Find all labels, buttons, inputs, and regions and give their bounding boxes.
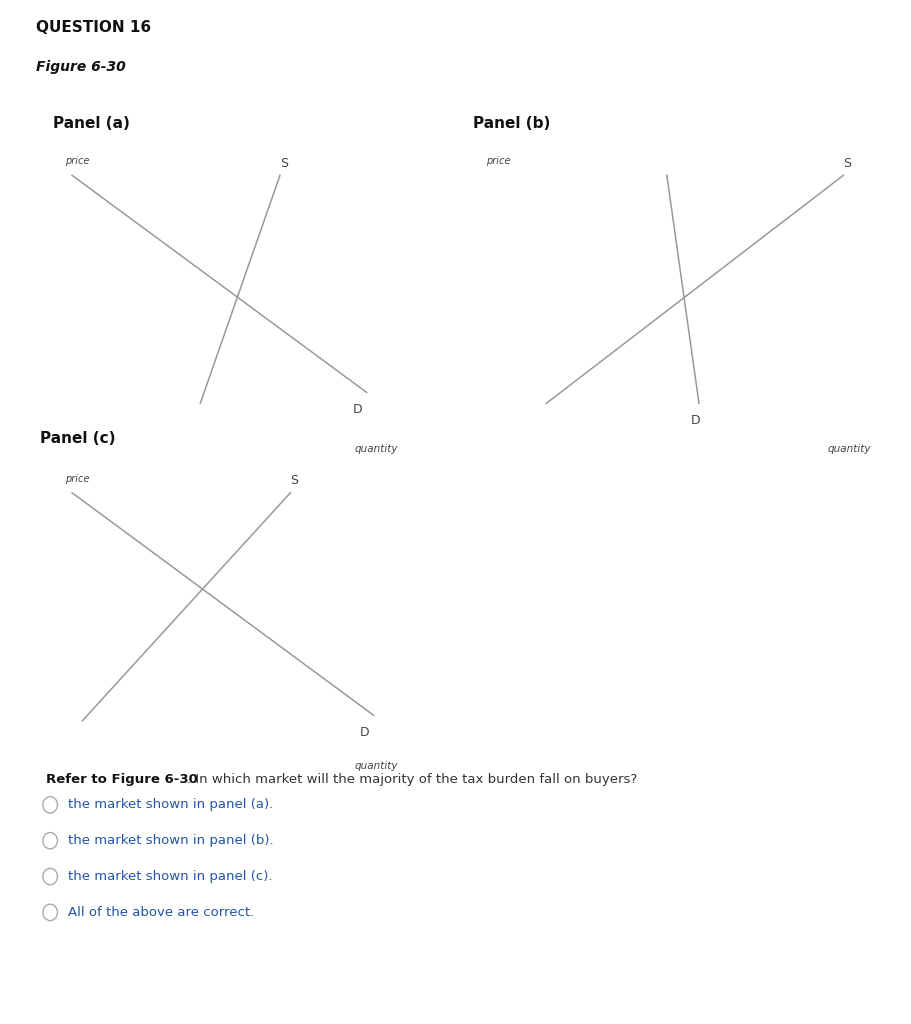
Text: Figure 6-30: Figure 6-30 <box>36 59 126 74</box>
Text: D: D <box>353 403 362 416</box>
Text: price: price <box>65 474 89 483</box>
Text: Panel (c): Panel (c) <box>40 431 115 445</box>
Text: S: S <box>290 474 298 487</box>
Text: . In which market will the majority of the tax burden fall on buyers?: . In which market will the majority of t… <box>187 773 637 786</box>
Text: QUESTION 16: QUESTION 16 <box>36 20 151 35</box>
Text: quantity: quantity <box>354 762 397 771</box>
Text: Panel (b): Panel (b) <box>473 116 550 131</box>
Text: price: price <box>486 157 510 166</box>
Text: D: D <box>359 726 369 739</box>
Text: the market shown in panel (c).: the market shown in panel (c). <box>68 870 272 883</box>
Text: All of the above are correct.: All of the above are correct. <box>68 906 254 919</box>
Text: S: S <box>280 157 288 170</box>
Text: quantity: quantity <box>827 444 871 454</box>
Text: D: D <box>691 414 700 427</box>
Text: the market shown in panel (b).: the market shown in panel (b). <box>68 835 273 847</box>
Text: Refer to Figure 6-30: Refer to Figure 6-30 <box>46 773 198 786</box>
Text: the market shown in panel (a).: the market shown in panel (a). <box>68 799 273 811</box>
Text: S: S <box>843 157 851 170</box>
Text: quantity: quantity <box>354 444 397 454</box>
Text: price: price <box>65 157 89 166</box>
Text: Panel (a): Panel (a) <box>53 116 129 131</box>
